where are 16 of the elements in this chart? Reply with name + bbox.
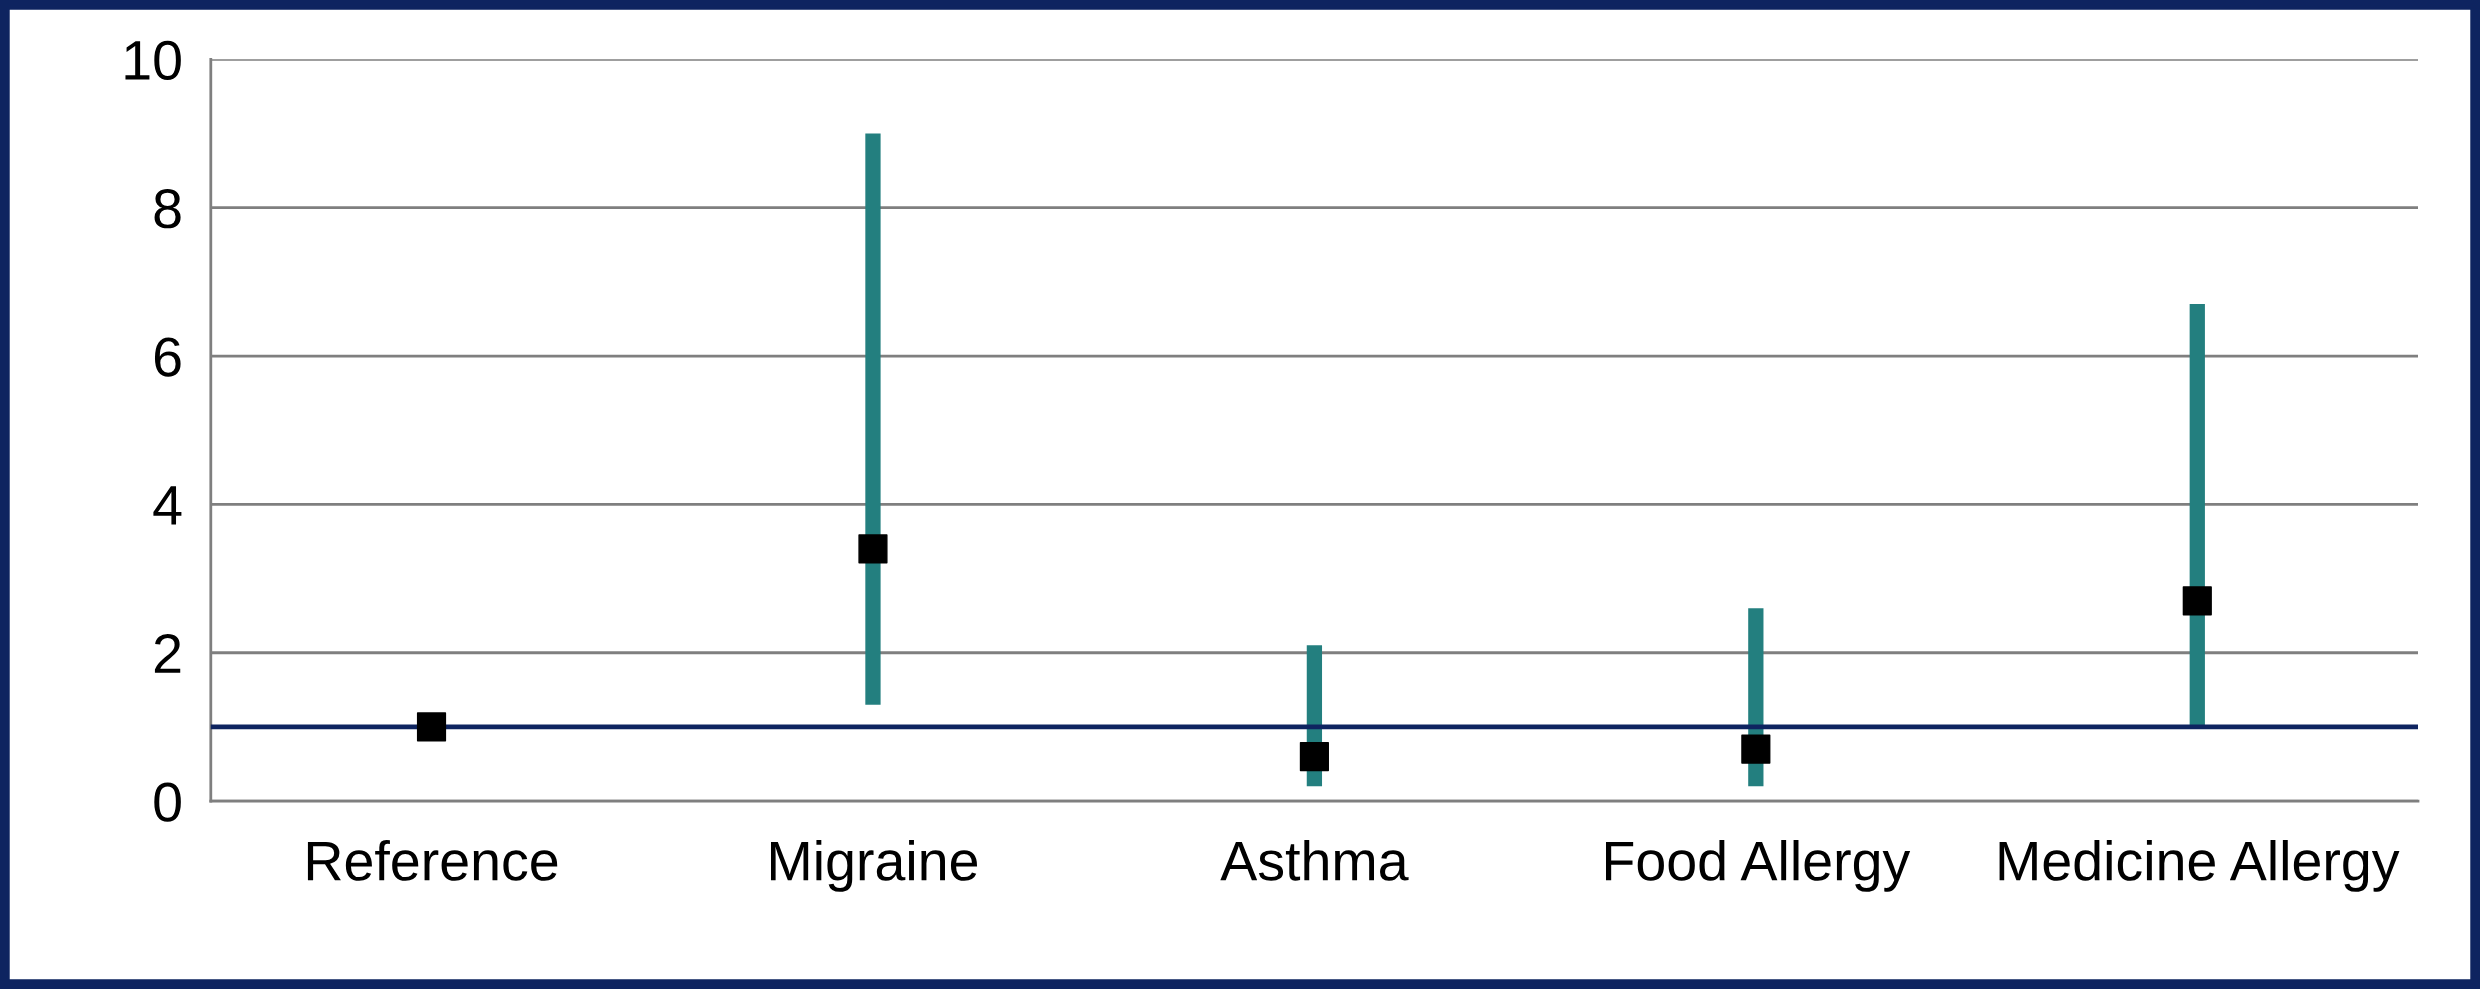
x-tick-label: Asthma — [1220, 839, 1409, 881]
x-tick-label: Food Allergy — [1606, 839, 1911, 892]
y-tick-label: 6 — [154, 337, 181, 377]
y-tick-label: 10 — [125, 40, 181, 81]
y-tick-label: 2 — [154, 634, 181, 673]
point — [416, 712, 447, 742]
x-tick-label: Medicine Allergy — [1999, 839, 2400, 892]
y-tick-label: 0 — [154, 782, 181, 822]
point — [1741, 734, 1771, 764]
y-tick-label: 4 — [153, 486, 182, 525]
point — [2182, 586, 2212, 616]
point — [858, 534, 888, 564]
point — [1299, 742, 1329, 772]
x-tick-label: Migraine — [771, 839, 978, 892]
x-tick-label: Reference — [307, 840, 558, 881]
y-tick-label: 8 — [154, 189, 181, 229]
